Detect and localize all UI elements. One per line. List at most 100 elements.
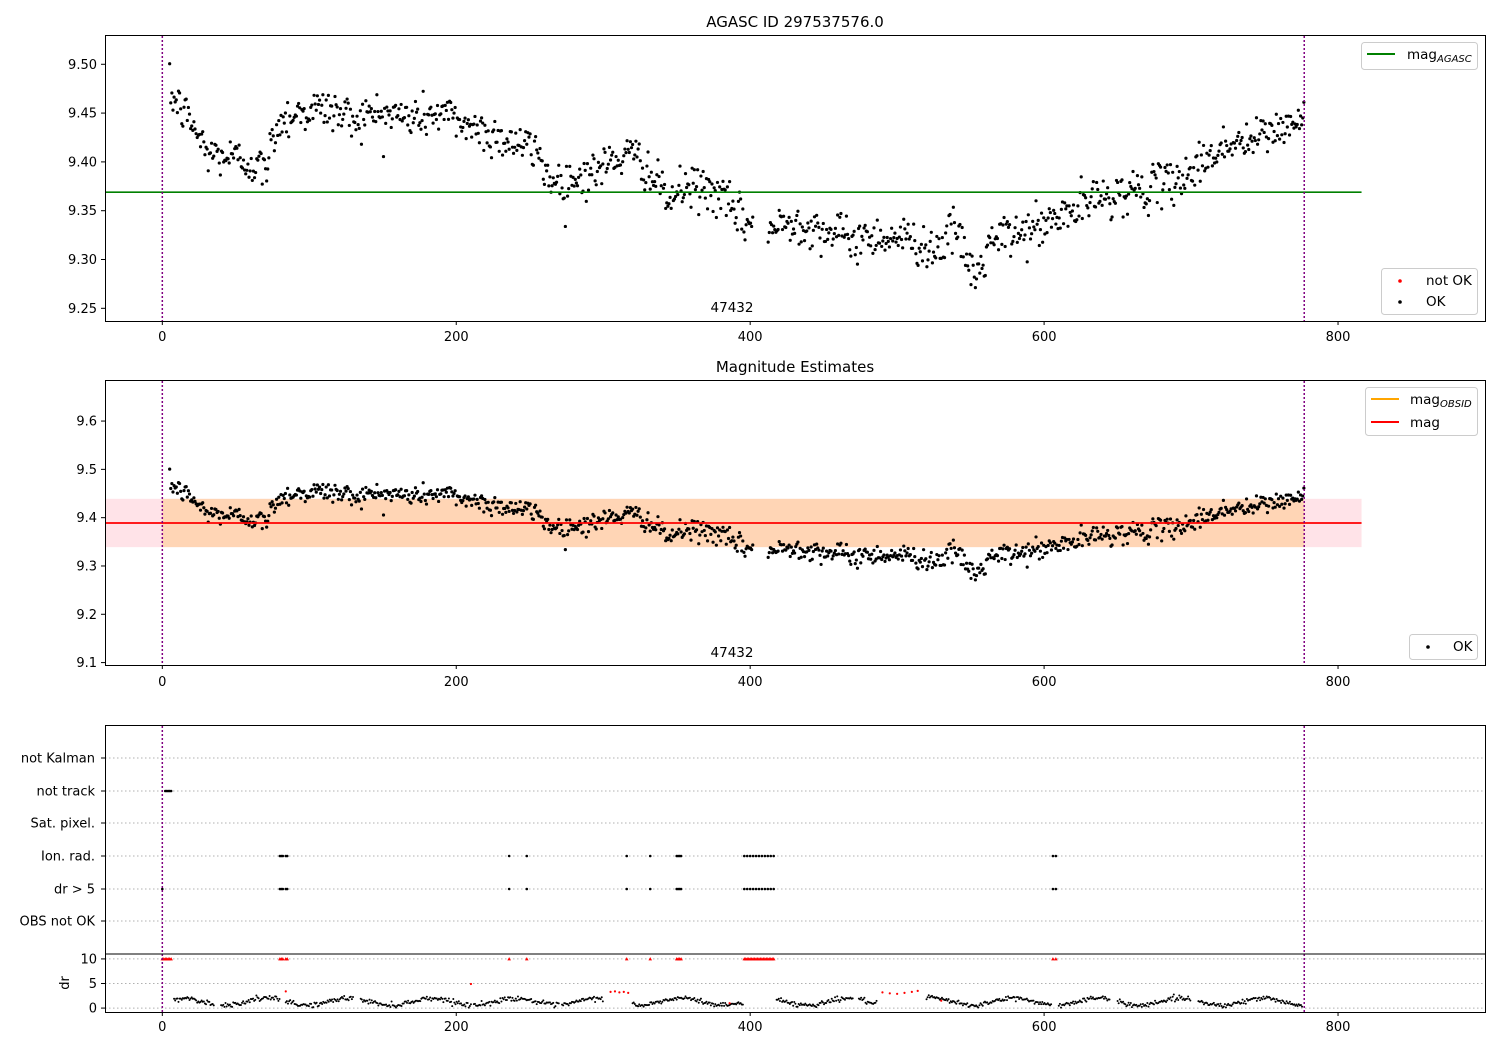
dr-point bbox=[837, 998, 840, 1001]
mag-point bbox=[879, 228, 883, 232]
mag-point bbox=[921, 548, 926, 552]
dr-point bbox=[360, 998, 363, 1001]
mag-point bbox=[1200, 164, 1205, 168]
mag-point bbox=[503, 506, 507, 511]
mag-point bbox=[750, 548, 754, 552]
mag-point bbox=[832, 231, 836, 236]
dr-point bbox=[632, 1001, 635, 1004]
mag-point bbox=[1221, 125, 1226, 129]
mag-point bbox=[901, 558, 905, 562]
dr-point bbox=[389, 1005, 392, 1008]
mag-point bbox=[497, 510, 501, 515]
mag-point bbox=[562, 533, 566, 538]
mag-point bbox=[1033, 549, 1037, 553]
mag-point bbox=[971, 567, 975, 571]
mag-point bbox=[839, 541, 843, 545]
dr-point bbox=[791, 1000, 794, 1003]
category-label: dr > 5 bbox=[54, 883, 95, 898]
dr-point bbox=[1152, 1003, 1155, 1006]
mag-point bbox=[974, 573, 979, 578]
mag-point bbox=[453, 489, 457, 493]
mag-point bbox=[896, 557, 900, 561]
mag-point bbox=[444, 108, 448, 113]
dr-point bbox=[212, 1004, 215, 1007]
dr-point bbox=[739, 1002, 742, 1005]
mag-point bbox=[604, 170, 608, 174]
mag-point bbox=[614, 154, 618, 159]
mag-point bbox=[201, 501, 205, 505]
mag-point bbox=[277, 495, 281, 499]
mag-point bbox=[338, 489, 343, 493]
dr-point bbox=[441, 997, 444, 1000]
dr-outlier-point bbox=[916, 989, 919, 992]
mag-point bbox=[1041, 555, 1045, 560]
mag-point bbox=[313, 102, 317, 106]
mag-point bbox=[1058, 226, 1062, 230]
mag-point bbox=[423, 498, 427, 503]
mag-point bbox=[1030, 232, 1034, 236]
dr-point bbox=[1050, 1003, 1053, 1006]
mag-point bbox=[894, 240, 898, 244]
mag-point bbox=[457, 117, 462, 122]
dr-point bbox=[1117, 1002, 1120, 1005]
mag-point bbox=[1133, 186, 1137, 190]
mag-point bbox=[1162, 182, 1166, 186]
dr-y-tick-label: 0 bbox=[89, 1002, 97, 1017]
dr-point bbox=[1230, 1004, 1233, 1007]
mag-point bbox=[897, 235, 901, 239]
dr-point bbox=[1080, 1001, 1083, 1004]
mag-point bbox=[1080, 216, 1084, 221]
mag-point bbox=[927, 560, 931, 564]
obsid-label-2: 47432 bbox=[711, 645, 754, 661]
dr-point bbox=[794, 1002, 797, 1005]
mag-point bbox=[1219, 141, 1223, 145]
mag-point bbox=[189, 126, 193, 131]
mag-point bbox=[274, 497, 279, 501]
mag-point bbox=[1282, 140, 1286, 145]
mag-point bbox=[918, 560, 922, 564]
dr-point bbox=[331, 998, 334, 1001]
mag-point bbox=[624, 151, 628, 155]
mag-point bbox=[1151, 517, 1155, 521]
mag-point bbox=[1061, 222, 1066, 226]
mag-point bbox=[308, 118, 312, 122]
mag-point bbox=[872, 548, 876, 552]
mag-point bbox=[1295, 122, 1299, 127]
mag-point bbox=[249, 514, 253, 518]
mag-point bbox=[579, 173, 583, 177]
dr-point bbox=[411, 1000, 414, 1003]
dr-outlier-point bbox=[728, 1002, 731, 1005]
dr-point bbox=[257, 997, 260, 1000]
mag-point bbox=[714, 543, 718, 547]
mag-point bbox=[514, 501, 518, 506]
dr-point bbox=[718, 1004, 721, 1007]
mag-point bbox=[819, 254, 823, 258]
dr-point bbox=[292, 999, 295, 1002]
mag-point bbox=[990, 226, 994, 230]
mag-point bbox=[433, 492, 437, 496]
mag-point bbox=[367, 104, 371, 108]
category-label: Sat. pixel. bbox=[31, 817, 95, 832]
dr-point bbox=[851, 997, 854, 1000]
mag-point bbox=[786, 546, 790, 550]
dr-point bbox=[961, 1004, 964, 1007]
dr-point bbox=[1273, 998, 1276, 1001]
mag-point bbox=[848, 559, 852, 563]
mag-point bbox=[492, 500, 496, 504]
mag-point bbox=[1285, 498, 1289, 503]
mag-point bbox=[439, 492, 443, 496]
mag-point bbox=[268, 502, 272, 506]
mag-point bbox=[688, 531, 692, 536]
mag-point bbox=[668, 195, 672, 199]
mag-point bbox=[949, 546, 953, 551]
mag-point bbox=[670, 528, 674, 532]
mag-point bbox=[925, 265, 929, 269]
mag-point bbox=[1228, 509, 1232, 513]
mag-point bbox=[249, 156, 253, 161]
dr-point bbox=[698, 999, 701, 1002]
mag-point bbox=[1036, 218, 1040, 223]
mag-point bbox=[591, 153, 595, 157]
mag-point bbox=[1197, 140, 1201, 144]
mag-point bbox=[1251, 511, 1255, 515]
dr-point bbox=[1128, 1003, 1131, 1006]
